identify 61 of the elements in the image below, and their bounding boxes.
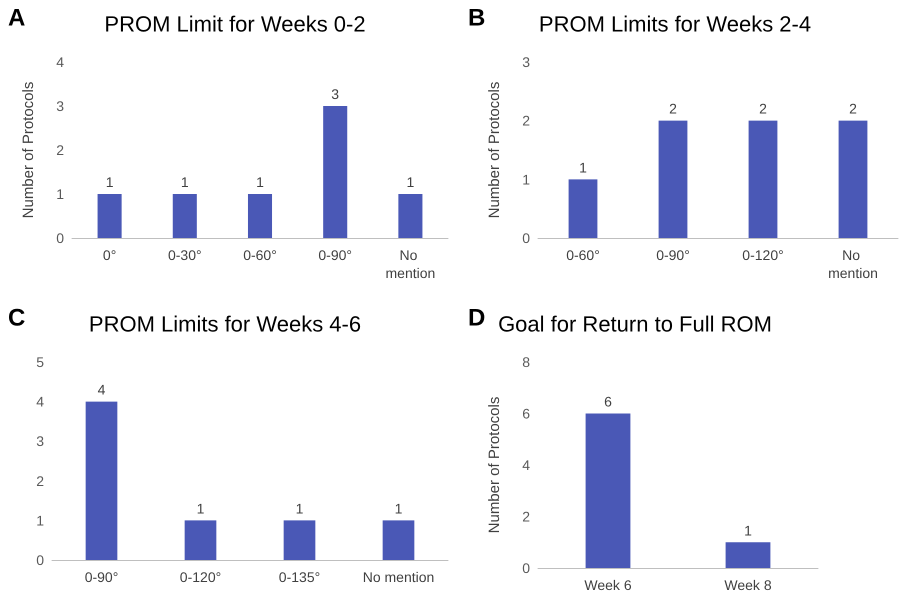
chart-title: PROM Limits for Weeks 2-4 <box>538 12 812 36</box>
chart-title: PROM Limit for Weeks 0-2 <box>104 12 366 36</box>
y-tick-label: 4 <box>56 54 64 70</box>
x-tick-label: 0-60° <box>243 247 277 263</box>
y-tick-label: 4 <box>522 457 530 473</box>
y-tick-label: 2 <box>56 142 64 158</box>
x-tick-label: No mention <box>362 569 434 585</box>
data-label: 6 <box>604 394 612 410</box>
x-tick-label: Week 8 <box>724 577 772 593</box>
x-tick-label: No mention <box>828 247 878 281</box>
x-tick-label: 0-60° <box>566 247 600 263</box>
y-tick-label: 0 <box>522 560 530 576</box>
y-tick-label: 6 <box>522 406 530 422</box>
y-tick-label: 3 <box>522 54 530 70</box>
x-tick-label: 0-120° <box>180 569 222 585</box>
data-label: 2 <box>669 100 678 117</box>
text: D <box>468 304 486 332</box>
y-tick-label: 3 <box>56 98 64 114</box>
y-tick-label: 2 <box>36 472 44 489</box>
y-tick-label: 0 <box>522 230 530 246</box>
y-tick-label: 4 <box>36 394 44 410</box>
y-axis-title: Number of Protocols <box>486 82 503 218</box>
data-label: 1 <box>256 174 264 190</box>
x-tick-label: 0-120° <box>742 247 784 263</box>
data-label: 1 <box>579 159 588 176</box>
x-tick-label: 0-135° <box>278 569 320 585</box>
y-tick-label: 8 <box>522 354 530 370</box>
text: C <box>8 304 26 332</box>
data-label: 1 <box>406 174 414 190</box>
data-label: 4 <box>98 382 106 398</box>
text: A <box>8 4 26 32</box>
text: B <box>468 4 486 32</box>
y-tick-label: 2 <box>522 508 530 524</box>
x-tick-label: 0-30° <box>168 247 202 263</box>
data-label: 1 <box>296 500 304 516</box>
x-tick-label: 0-90° <box>84 569 118 585</box>
data-label: 1 <box>744 522 752 538</box>
y-tick-label: 0 <box>56 230 64 246</box>
x-tick-label: 0-90° <box>656 247 690 263</box>
x-tick-label: No mention <box>385 247 436 281</box>
y-tick-label: 2 <box>522 112 530 129</box>
y-tick-label: 3 <box>36 433 44 450</box>
y-tick-label: 1 <box>36 512 44 528</box>
x-tick-label: 0-90° <box>318 247 352 263</box>
y-tick-label: 1 <box>522 171 530 188</box>
y-tick-label: 5 <box>36 354 44 370</box>
x-tick-label: 0° <box>102 247 116 263</box>
chart-title: PROM Limits for Weeks 4-6 <box>88 312 362 336</box>
data-label: 1 <box>196 500 205 516</box>
y-tick-label: 0 <box>36 552 44 568</box>
y-axis-title: Number of Protocols <box>486 396 503 534</box>
x-tick-label: Week 6 <box>584 577 632 593</box>
data-label: 3 <box>331 86 340 102</box>
data-label: 2 <box>849 100 858 117</box>
data-label: 1 <box>106 174 114 190</box>
data-label: 2 <box>759 100 768 117</box>
chart-title: Goal for Return to Full ROM <box>498 312 772 336</box>
data-label: 1 <box>394 500 403 516</box>
data-label: 1 <box>180 174 189 190</box>
y-tick-label: 1 <box>56 186 64 202</box>
y-axis-title: Number of Protocols <box>20 82 37 218</box>
